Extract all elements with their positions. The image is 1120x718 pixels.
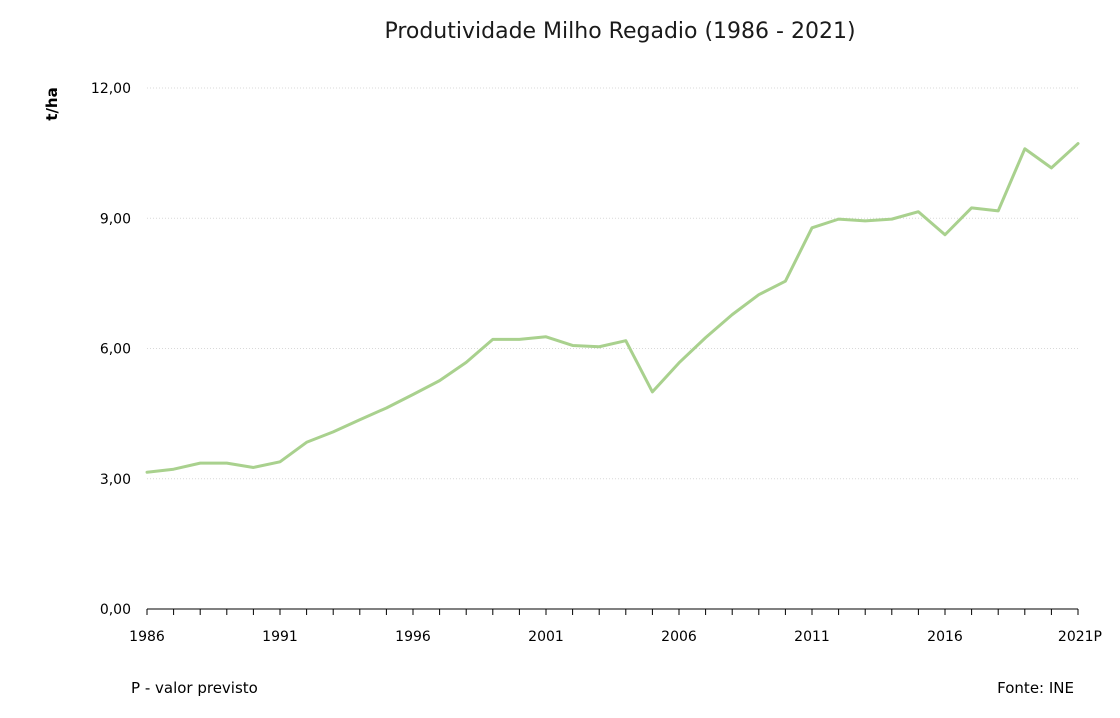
- y-axis-label: t/ha: [43, 87, 61, 120]
- x-tick-label: 1996: [395, 629, 431, 645]
- axes: [146, 608, 1079, 615]
- x-tick-label: 2021P: [1058, 629, 1102, 645]
- y-tick-label: 9,00: [100, 211, 131, 227]
- y-tick-label: 3,00: [100, 472, 131, 488]
- series-line: [145, 142, 1080, 474]
- chart-title: Produtividade Milho Regadio (1986 - 2021…: [384, 19, 855, 44]
- y-tick-label: 12,00: [91, 81, 131, 97]
- gridlines: [147, 87, 1078, 480]
- tick-labels: 0,00 3,00 6,00 9,00 12,00 1986 1991 1996 2001 200…: [91, 81, 1102, 645]
- footnote-forecast: P - valor previsto: [131, 679, 258, 697]
- x-tick-label: 2006: [661, 629, 697, 645]
- x-tick-label: 2011: [794, 629, 830, 645]
- series-layer: [145, 142, 1080, 474]
- y-tick-label: 6,00: [100, 342, 131, 358]
- y-tick-label: 0,00: [100, 602, 131, 618]
- footnote-source: Fonte: INE: [997, 679, 1074, 697]
- x-tick-label: 2001: [528, 629, 564, 645]
- x-tick-label: 1991: [262, 629, 298, 645]
- x-tick-label: 1986: [129, 629, 165, 645]
- x-tick-label: 2016: [927, 629, 963, 645]
